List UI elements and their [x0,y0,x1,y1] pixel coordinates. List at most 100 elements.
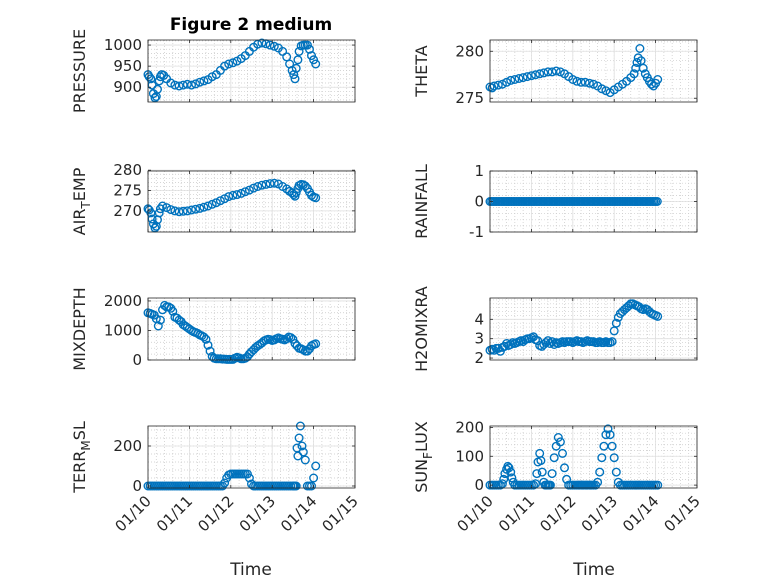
data-point [555,67,565,77]
data-point [290,74,300,84]
data-point [244,185,254,195]
data-point [499,474,509,484]
data-point [309,55,319,65]
y-tick-label: 0 [132,477,142,495]
data-point [497,79,507,89]
y-axis-label: THETA [412,45,431,97]
data-point [253,39,263,49]
y-axis-label: TERRMSL [70,421,93,494]
data-point [595,467,605,477]
data-point [603,424,613,434]
data-point [502,77,512,87]
y-tick-label: 200 [113,437,142,455]
y-tick-label: 280 [455,42,484,60]
data-point [518,73,528,83]
data-point [555,437,565,447]
y-tick-label: 0 [474,476,484,494]
data-point [220,478,230,488]
subplot-rainfall: -1 0 1 RAINFALL [412,162,698,241]
data-point [294,433,304,443]
y-tick-label: 100 [455,447,484,465]
data-point [203,340,213,350]
data-point [560,463,570,473]
data-point [249,183,259,193]
data-point [291,481,301,491]
data-point [293,55,303,65]
data-point [294,46,304,56]
data-point [291,63,301,73]
axes-box [489,425,698,489]
data-point [207,199,217,209]
data-point [297,441,307,451]
data-point [311,193,321,203]
data-point [607,337,617,347]
subplot-theta: 275 280 THETA [412,39,698,107]
plot-area [490,298,697,360]
data-point [632,58,642,68]
data-point [597,453,607,463]
data-point [150,93,160,103]
y-tick-label: 275 [455,89,484,107]
data-point [568,74,578,84]
data-point [288,334,298,344]
data-point [174,81,184,91]
data-point [162,203,172,213]
data-point [154,208,164,218]
data-point [601,430,611,440]
data-point [205,346,215,356]
data-point [289,190,299,200]
y-tick-label: 1000 [104,321,142,339]
plot-area [148,426,355,488]
data-point [178,80,188,90]
data-point [232,190,242,200]
data-point [195,77,205,87]
data-point [244,473,254,483]
data-point [300,181,310,191]
data-point [647,79,657,89]
y-tick-label: 950 [113,57,142,75]
data-point [199,76,209,86]
data-point [191,79,201,89]
data-point [532,469,542,479]
data-point [311,59,321,69]
axes-box [147,170,356,233]
y-tick-label: -1 [469,223,484,241]
y-axis-label: AIRTEMP [70,167,93,235]
data-point [265,179,275,189]
data-point [191,204,201,214]
data-point [609,453,619,463]
data-point [611,318,621,328]
data-point [151,221,161,231]
data-point [300,455,310,465]
axes-box [489,297,698,361]
data-point [605,430,615,440]
data-point [153,321,163,331]
data-point [168,306,178,316]
data-point [549,453,559,463]
data-point [302,40,312,50]
data-point [653,74,663,84]
data-point [531,479,541,489]
plot-area [490,426,697,488]
y-tick-label: 4 [474,310,484,328]
data-point [195,203,205,213]
data-point [253,181,263,191]
y-tick-label: 275 [113,182,142,200]
x-axis-label-left: Time [229,560,272,580]
subplot-h2omixra: 23 4 H2OMIXRA [412,286,698,372]
data-point [157,201,167,211]
data-point [506,467,516,477]
data-point [497,479,507,489]
data-point [506,75,516,85]
data-point [526,71,536,81]
axes-box [147,297,356,361]
data-point [545,480,555,490]
data-point [652,196,662,206]
data-point [240,187,250,197]
y-axis-label: H2OMIXRA [412,286,431,372]
data-point [170,206,180,216]
data-point [224,59,234,69]
y-tick-label: 3 [474,330,484,348]
y-tick-label: 270 [113,202,142,220]
